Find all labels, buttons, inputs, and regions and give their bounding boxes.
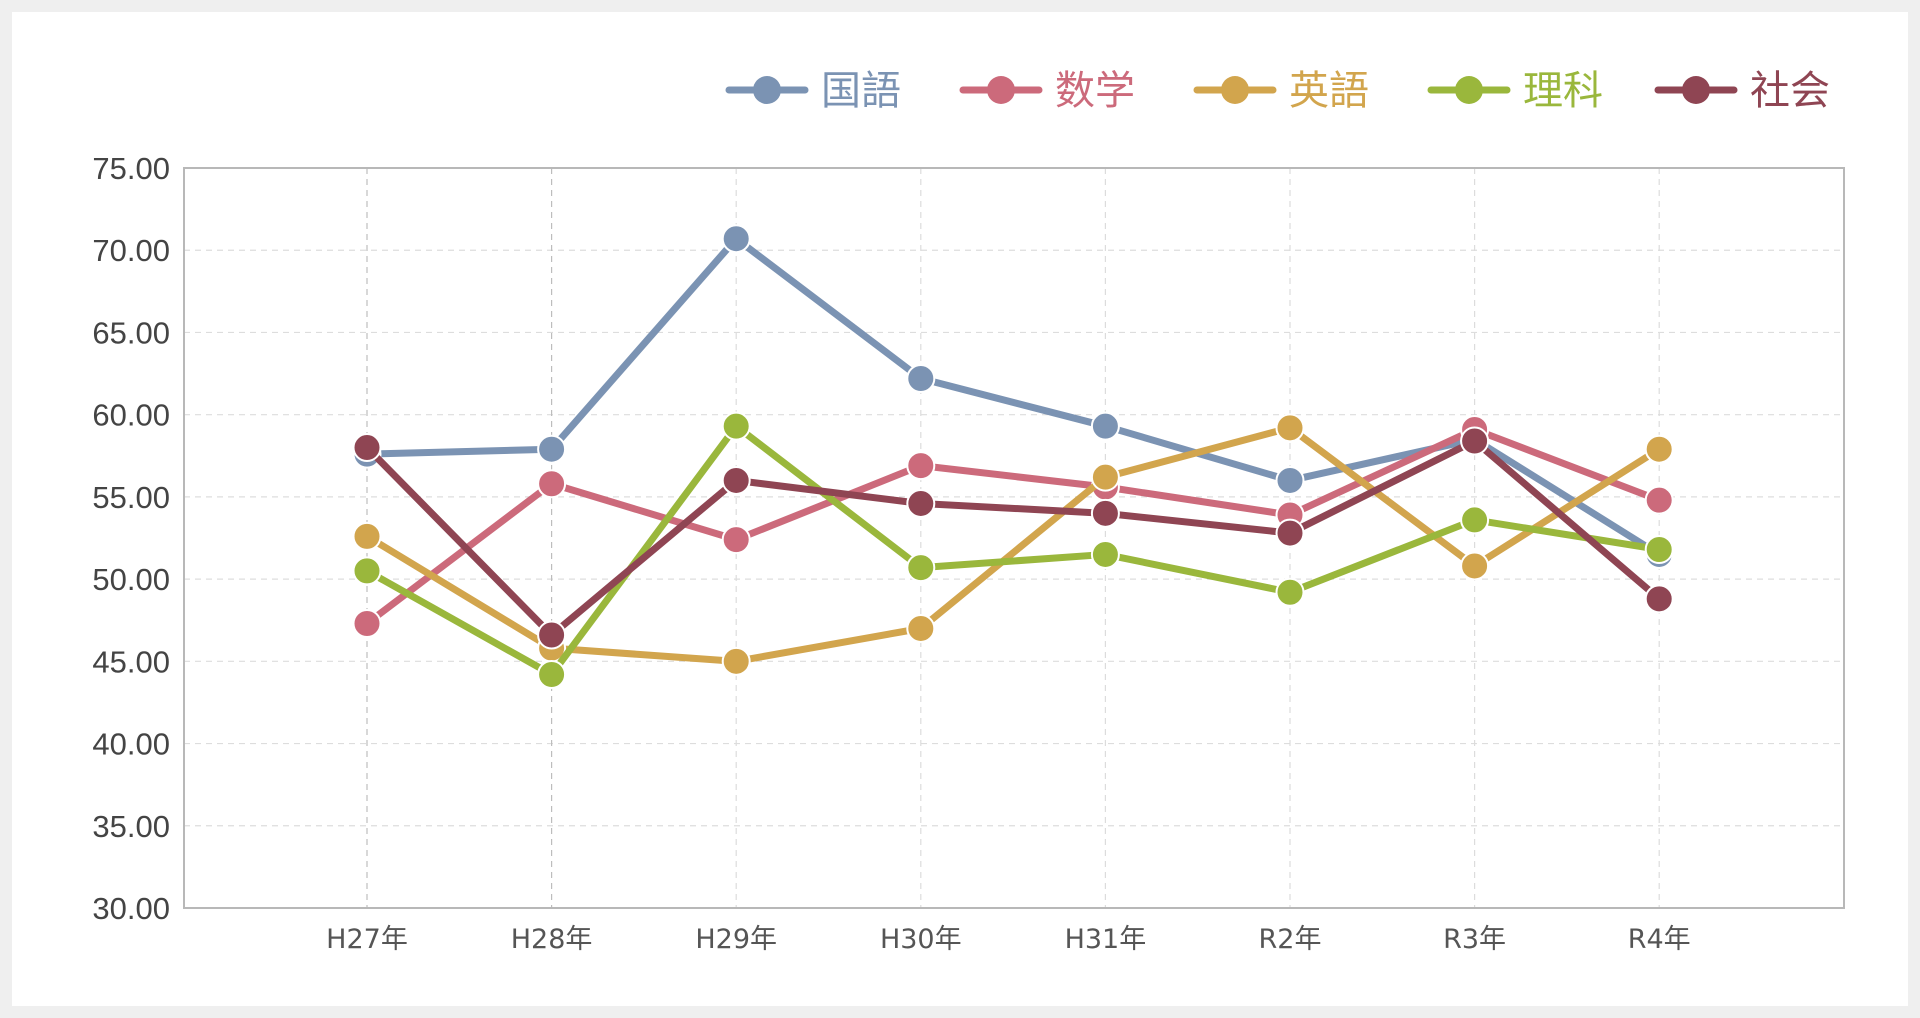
data-point[interactable] [721,525,751,555]
data-point[interactable] [721,411,751,441]
y-tick-label: 45.00 [92,644,170,679]
y-tick-label: 40.00 [92,727,170,762]
data-point[interactable] [1644,584,1674,614]
data-point[interactable] [1090,411,1120,441]
x-tick-label: H31年 [1065,924,1147,955]
legend-label: 社会 [1750,68,1830,114]
legend-label: 国語 [821,68,901,114]
y-tick-label: 70.00 [92,233,170,268]
x-tick-label: R4年 [1628,924,1691,955]
data-point[interactable] [1090,539,1120,569]
legend-swatch-marker [1455,76,1483,104]
data-point[interactable] [1460,551,1490,581]
legend-label: 理科 [1523,68,1603,114]
line-chart: 30.00 35.00 40.00 45.00 50.00 55.00 60.00 65.00… [92,68,1845,955]
data-point[interactable] [1090,498,1120,528]
y-tick-label: 65.00 [92,315,170,350]
x-tick-label: H30年 [880,924,962,955]
x-tick-label: H28年 [511,924,593,955]
data-point[interactable] [352,521,382,551]
data-point[interactable] [1275,413,1305,443]
x-tick-label: H27年 [326,924,408,955]
data-point[interactable] [906,553,936,583]
data-point[interactable] [906,363,936,393]
y-tick-label: 55.00 [92,480,170,515]
data-point[interactable] [1090,462,1120,492]
legend-label: 数学 [1055,68,1135,114]
y-tick-label: 60.00 [92,398,170,433]
data-point[interactable] [721,224,751,254]
data-point[interactable] [1644,485,1674,515]
data-point[interactable] [1275,518,1305,548]
data-point[interactable] [1460,505,1490,535]
data-point[interactable] [721,646,751,676]
legend-swatch-marker [1221,76,1249,104]
data-point[interactable] [537,469,567,499]
series-line [363,422,1663,678]
series-5 [352,426,1674,650]
series-3 [352,413,1674,676]
data-point[interactable] [352,609,382,639]
legend-item[interactable]: 社会 [1654,68,1830,114]
data-point[interactable] [906,451,936,481]
legend-swatch-marker [753,76,781,104]
legend-label: 英語 [1289,68,1369,114]
legend-item[interactable]: 数学 [959,68,1135,114]
data-point[interactable] [906,488,936,518]
legend-swatch-marker [1682,76,1710,104]
data-point[interactable] [352,556,382,586]
legend: 国語 数学 英語 理科 社会 [725,68,1830,114]
data-point[interactable] [1460,426,1490,456]
data-point[interactable] [906,613,936,643]
data-point[interactable] [537,659,567,689]
legend-item[interactable]: 理科 [1427,68,1603,114]
data-point[interactable] [721,465,751,495]
data-point[interactable] [537,620,567,650]
series-line [363,425,1663,628]
y-tick-label: 30.00 [92,891,170,926]
y-tick-label: 75.00 [92,151,170,186]
data-point[interactable] [352,433,382,463]
legend-item[interactable]: 国語 [725,68,901,114]
legend-swatch-marker [987,76,1015,104]
x-axis: H27年 H28年 H29年 H30年 H31年 R2年 R3年 R4年 [326,924,1691,955]
series-4 [352,411,1674,689]
x-tick-label: H29年 [695,924,777,955]
chart-card: 30.00 35.00 40.00 45.00 50.00 55.00 60.00 65.00… [12,12,1908,1006]
data-point[interactable] [1644,535,1674,565]
grid [184,168,1844,908]
y-tick-label: 50.00 [92,562,170,597]
data-point[interactable] [537,434,567,464]
series-line [363,424,1663,665]
x-tick-label: R3年 [1443,924,1506,955]
data-point[interactable] [1644,434,1674,464]
x-tick-label: R2年 [1259,924,1322,955]
y-axis: 30.00 35.00 40.00 45.00 50.00 55.00 60.00 65.00… [92,151,170,926]
y-tick-label: 35.00 [92,809,170,844]
legend-item[interactable]: 英語 [1193,68,1369,114]
plot-frame [183,167,1845,909]
data-point[interactable] [1275,577,1305,607]
data-point[interactable] [1275,465,1305,495]
series-group [352,224,1674,689]
series-line [363,437,1663,639]
